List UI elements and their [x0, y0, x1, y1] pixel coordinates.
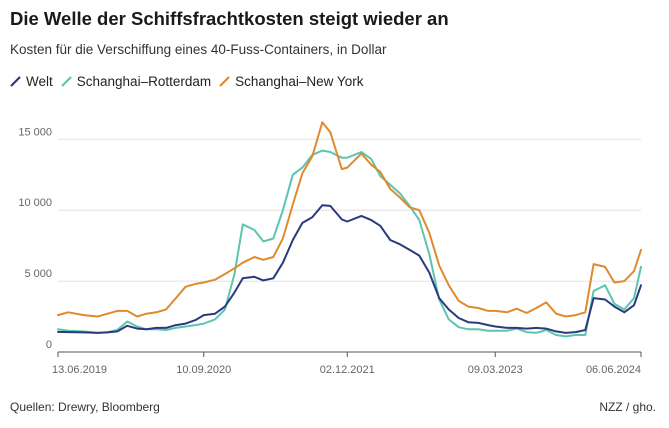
y-tick-label: 5 000 — [24, 268, 52, 280]
legend-label-welt: Welt — [26, 74, 53, 89]
x-tick-label: 10.09.2020 — [176, 364, 231, 376]
x-tick-label: 06.06.2024 — [586, 364, 641, 376]
chart-subtitle: Kosten für die Verschiffung eines 40-Fus… — [10, 42, 387, 57]
legend-swatch-welt — [10, 76, 21, 87]
legend-item-rotterdam: Schanghai–Rotterdam — [60, 74, 212, 89]
y-tick-label: 0 — [46, 339, 52, 351]
legend-item-newyork: Schanghai–New York — [219, 74, 363, 89]
legend-label-newyork: Schanghai–New York — [235, 74, 364, 89]
chart-title: Die Welle der Schiffsfrachtkosten steigt… — [10, 8, 449, 29]
series-line-welt — [57, 204, 642, 334]
credit-note: NZZ / gho. — [599, 400, 656, 414]
x-tick-label: 13.06.2019 — [52, 364, 107, 376]
y-tick-label: 10 000 — [18, 197, 52, 209]
x-tick-label: 09.03.2023 — [468, 364, 523, 376]
y-tick-label: 15 000 — [18, 126, 52, 138]
legend-item-welt: Welt — [10, 74, 53, 89]
series-line-schanghai-rotterdam — [57, 149, 642, 338]
source-note: Quellen: Drewry, Bloomberg — [10, 400, 160, 414]
series-line-schanghai-new-york — [57, 121, 642, 318]
legend-swatch-newyork — [219, 76, 230, 87]
legend: Welt Schanghai–Rotterdam Schanghai–New Y… — [10, 74, 371, 89]
x-tick-label: 02.12.2021 — [320, 364, 375, 376]
legend-label-rotterdam: Schanghai–Rotterdam — [76, 74, 212, 89]
legend-swatch-rotterdam — [60, 76, 72, 87]
